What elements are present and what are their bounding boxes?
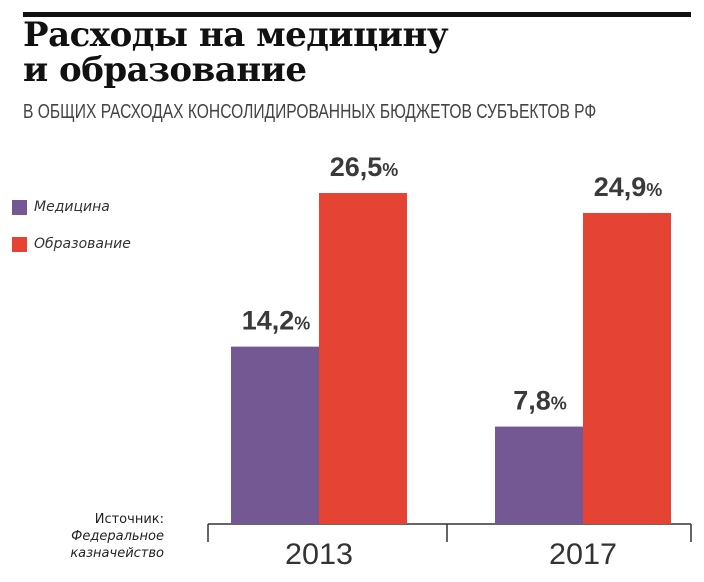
legend-label-education: Образование <box>34 236 131 252</box>
legend-swatch-education <box>12 237 27 252</box>
data-label-2017-education: 24,9% <box>594 172 663 202</box>
bar-2013-medicine <box>231 346 319 524</box>
title-line-1: Расходы на медицину <box>23 15 449 55</box>
legend-label-medicine: Медицина <box>34 199 110 215</box>
data-label-2013-medicine: 14,2% <box>242 306 311 336</box>
data-label-2017-medicine: 7,8% <box>513 386 567 416</box>
page-subtitle: В ОБЩИХ РАСХОДАХ КОНСОЛИДИРОВАННЫХ БЮДЖЕ… <box>23 101 597 123</box>
source-note: Источник: Федеральное казначейство <box>0 511 164 562</box>
page-title: Расходы на медицину и образование <box>23 15 449 90</box>
title-line-2: и образование <box>23 50 307 90</box>
top-rule <box>23 12 691 17</box>
bar-2013-education <box>319 193 407 524</box>
source-name-line-2: казначейство <box>70 546 164 561</box>
bar-2017-medicine <box>495 426 583 524</box>
source-label: Источник: <box>94 512 164 527</box>
x-tick-label-2013: 2013 <box>285 538 353 571</box>
x-tick-label-2017: 2017 <box>549 538 617 571</box>
data-label-2013-education: 26,5% <box>330 152 399 182</box>
bar-2017-education <box>583 212 671 524</box>
source-name-line-1: Федеральное <box>71 529 164 544</box>
legend-swatch-medicine <box>12 200 27 215</box>
